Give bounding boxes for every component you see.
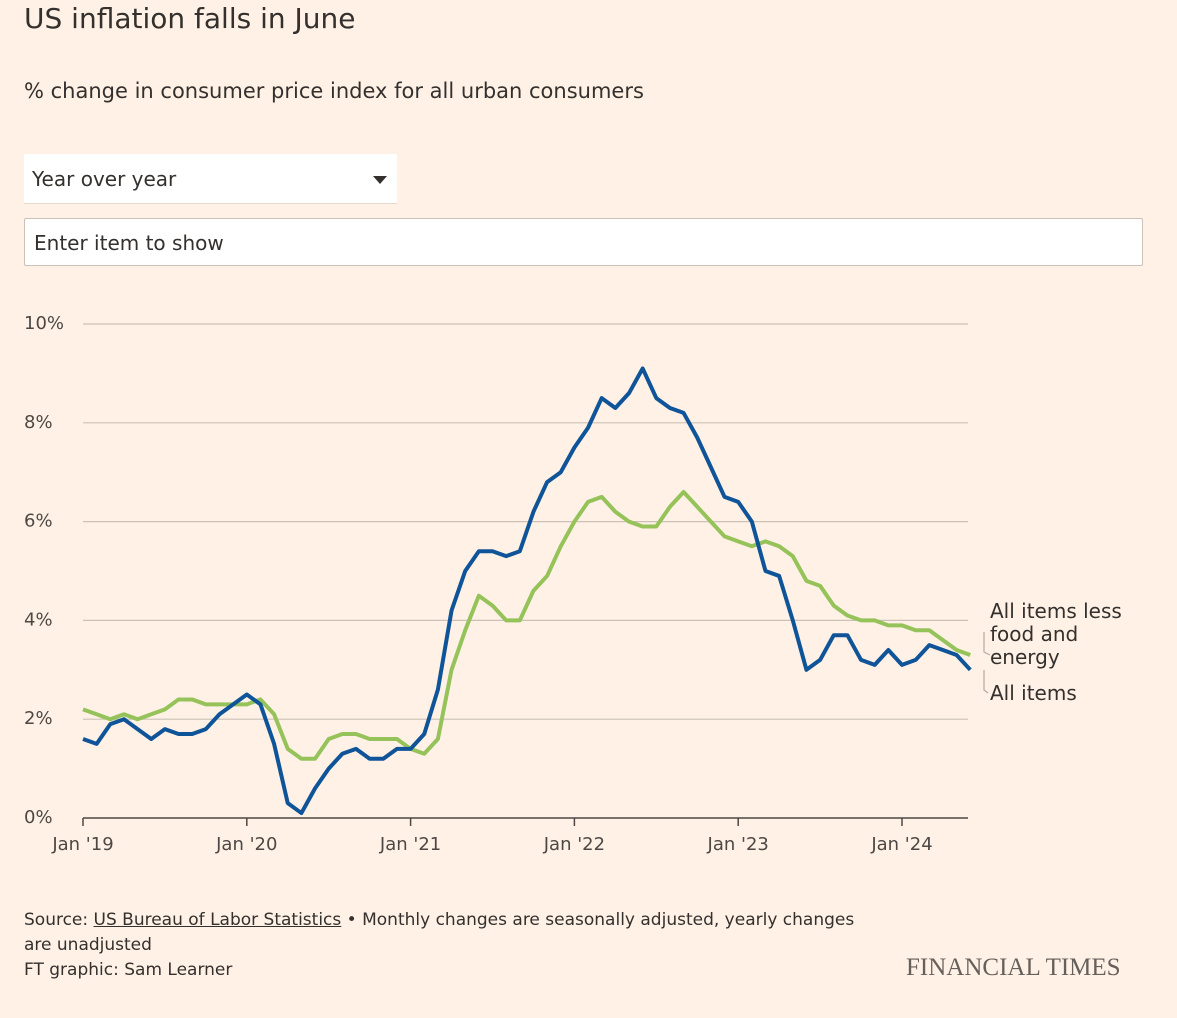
y-tick-label: 4% [24,609,53,630]
series-label: All items less food and energy [990,599,1122,669]
series-label: All items [990,681,1077,705]
y-tick-label: 10% [24,313,64,334]
source: Source: US Bureau of Labor Statistics • … [24,908,864,958]
x-tick-label: Jan '20 [215,834,277,855]
label-connector [983,670,989,694]
source-note: • Monthly changes are seasonally adjuste… [24,910,855,955]
x-tick-label: Jan '24 [870,834,932,855]
search-placeholder: Enter item to show [34,231,224,255]
dropdown-caret [373,176,387,184]
dropdown[interactable]: Year over year [24,154,397,204]
series-line [82,366,972,816]
search-input[interactable]: Enter item to show [24,218,1143,266]
x-tick-label: Jan '19 [51,834,113,855]
label-connector [983,632,991,656]
x-tick-label: Jan '22 [543,834,605,855]
x-tick-label: Jan '21 [379,834,441,855]
x-tick-label: Jan '23 [707,834,769,855]
credit: FT graphic: Sam Learner [24,960,233,980]
source-link[interactable]: US Bureau of Labor Statistics [93,910,342,930]
y-tick-label: 8% [24,412,53,433]
y-tick-label: 2% [24,708,53,729]
y-tick-label: 0% [24,807,53,828]
source-label: Source: [24,910,89,930]
brand-logo: FINANCIAL TIMES [906,954,1121,981]
dropdown-value: Year over year [32,167,177,191]
y-tick-label: 6% [24,511,53,532]
chart-title: US inflation falls in June [24,2,356,35]
chart-subtitle: % change in consumer price index for all… [24,79,644,103]
